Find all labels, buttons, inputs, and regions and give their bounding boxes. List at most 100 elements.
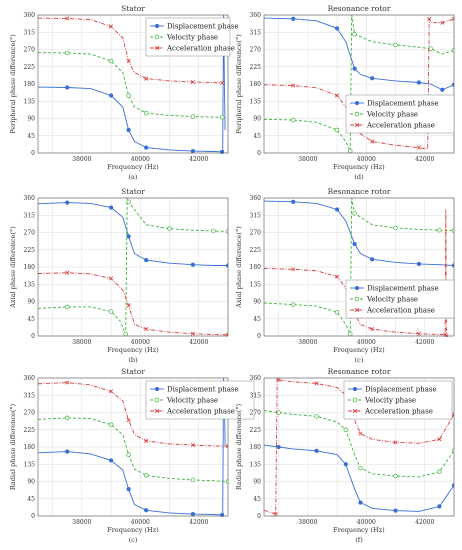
legend-marker — [154, 408, 160, 414]
data-point — [314, 381, 319, 386]
data-point — [123, 331, 128, 337]
y-tick-label: 135 — [24, 461, 36, 468]
data-point — [334, 26, 340, 31]
data-point — [64, 415, 70, 421]
y-tick-label: 0 — [257, 150, 261, 157]
data-point — [393, 225, 398, 231]
x-tick-label: 42000 — [415, 156, 434, 163]
x-tick-label: 40000 — [357, 519, 376, 526]
data-point — [126, 452, 131, 457]
data-point — [276, 377, 281, 382]
plot-frame — [37, 377, 229, 517]
chart-panel-5: Stator 0 45 90 135 180 225 270 315 360 38000 40000 4… — [9, 367, 255, 544]
legend-marker — [354, 100, 360, 106]
series-line — [264, 410, 454, 478]
chart-panel-6: Resonance rotor 0 45 90 135 180 225 270 315 360 38… — [235, 367, 455, 544]
legend-box — [345, 279, 455, 319]
legend-marker — [154, 23, 160, 29]
legend-marker — [354, 296, 360, 302]
y-tick-label: 135 — [250, 98, 262, 105]
y-tick-label: 360 — [24, 195, 36, 202]
legend: Displacement phase Velocity phase Accelera… — [345, 94, 455, 134]
chart-panel-4: Resonance rotor 0 45 90 135 180 225 270 315 360 38… — [235, 187, 455, 364]
data-point — [276, 444, 281, 450]
chart-title: Stator — [121, 367, 145, 376]
data-point — [314, 414, 319, 419]
y-tick-label: 360 — [250, 12, 262, 19]
y-tick-label: 225 — [250, 64, 262, 71]
legend-entry: Acceleration phase — [366, 122, 435, 130]
series-displacement-phase — [38, 377, 226, 517]
y-axis-label: Radial phase difference(°) — [235, 403, 243, 490]
plot-frame — [37, 197, 229, 337]
data-point — [108, 93, 114, 98]
data-point — [190, 511, 196, 517]
y-axis-label: Radial phase difference(°) — [9, 403, 17, 490]
data-point — [126, 58, 131, 64]
data-point — [65, 200, 70, 205]
plot-area — [38, 377, 228, 517]
data-point — [393, 440, 398, 445]
y-tick-label: 360 — [250, 195, 262, 202]
legend-box — [343, 380, 453, 420]
series-line — [38, 17, 223, 84]
legend-entry: Displacement phase — [365, 386, 437, 394]
legend-entry: Velocity phase — [364, 397, 416, 405]
y-tick-label: 90 — [27, 116, 35, 123]
y-tick-label: 0 — [31, 150, 35, 157]
legend-entry: Acceleration phase — [166, 408, 235, 416]
legend-entry: Displacement phase — [167, 23, 239, 31]
data-point — [143, 473, 149, 478]
data-point — [451, 82, 454, 87]
plot-frame — [263, 377, 455, 517]
data-point — [126, 127, 131, 133]
y-tick-label: 180 — [250, 444, 262, 451]
data-point — [352, 211, 357, 216]
data-point — [108, 389, 114, 394]
y-tick-label: 135 — [24, 281, 36, 288]
series-velocity-phase — [38, 50, 225, 120]
panel-sublabel: (c) — [355, 356, 364, 364]
data-point — [290, 117, 296, 123]
y-axis-label: Axial phase difference(°) — [9, 226, 17, 309]
data-point — [225, 229, 228, 234]
data-point — [370, 76, 375, 81]
y-tick-label: 315 — [250, 392, 262, 399]
x-axis-label: Frequency (Hz) — [107, 346, 159, 354]
x-tick-label: 42000 — [415, 339, 434, 346]
legend-entry: Velocity phase — [166, 34, 218, 42]
legend-entry: Acceleration phase — [166, 45, 235, 53]
data-point — [108, 205, 114, 210]
x-axis-label: Frequency (Hz) — [107, 526, 159, 534]
data-point — [65, 85, 70, 90]
series-acceleration-phase — [264, 16, 454, 150]
y-tick-label: 45 — [27, 133, 35, 140]
y-tick-label: 180 — [250, 264, 262, 271]
y-tick-label: 315 — [24, 29, 36, 36]
legend-marker — [352, 386, 358, 392]
y-tick-label: 360 — [24, 375, 36, 382]
series-displacement-phase — [264, 444, 454, 513]
data-point — [190, 148, 196, 154]
y-tick-label: 225 — [24, 64, 36, 71]
y-tick-label: 90 — [27, 479, 35, 486]
data-point — [65, 16, 70, 21]
data-point — [144, 257, 149, 263]
data-point — [108, 24, 114, 29]
data-point — [393, 42, 398, 48]
data-point — [352, 31, 357, 37]
y-tick-label: 90 — [27, 299, 35, 306]
data-point — [144, 76, 149, 81]
legend-entry: Velocity phase — [366, 111, 418, 119]
series-line — [264, 444, 454, 512]
chart-panel-1: Stator 0 45 90 135 180 225 270 315 360 38000 40000 4… — [9, 4, 239, 181]
x-tick-label: 40000 — [357, 156, 376, 163]
x-axis-label: Frequency (Hz) — [333, 526, 385, 534]
chart-title: Resonance rotor — [328, 187, 391, 196]
y-tick-label: 45 — [253, 496, 261, 503]
y-tick-label: 135 — [250, 461, 262, 468]
x-tick-label: 40000 — [357, 339, 376, 346]
data-point — [64, 304, 70, 310]
data-point — [190, 262, 196, 267]
y-tick-label: 315 — [24, 392, 36, 399]
